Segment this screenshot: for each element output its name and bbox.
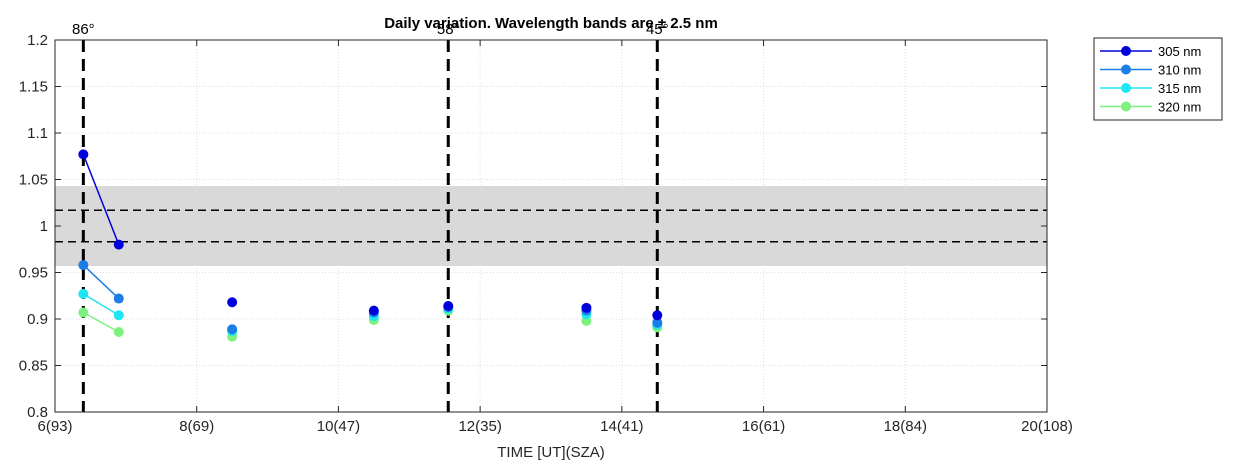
data-point: [78, 288, 89, 299]
data-point: [113, 293, 124, 304]
data-point: [652, 310, 663, 321]
legend-label: 320 nm: [1158, 100, 1201, 115]
vertical-marker-label-layer: 86° 58° 45°: [72, 21, 669, 38]
x-tick-label: 12(35): [458, 418, 501, 435]
data-point: [78, 149, 89, 160]
y-tick-label: 1.2: [27, 32, 48, 49]
x-tick-label: 18(84): [884, 418, 927, 435]
tick-layer: 6(93) 8(69) 10(47) 12(35) 14(41) 16(61) 18(84)…: [19, 32, 1073, 435]
dashed-hline-layer: [55, 209, 1047, 243]
y-tick-label: 1: [40, 218, 48, 235]
data-point: [113, 310, 124, 321]
series-layer: [78, 149, 663, 342]
series-line: [82, 293, 120, 316]
data-point: [443, 300, 454, 311]
vertical-marker-label: 86°: [72, 21, 95, 38]
vertical-marker-label: 58°: [437, 21, 460, 38]
legend-label: 315 nm: [1158, 81, 1201, 96]
data-point: [78, 307, 89, 318]
x-axis-label: TIME [UT](SZA): [497, 444, 605, 461]
y-tick-label: 1.1: [27, 125, 48, 142]
x-tick-label: 8(69): [179, 418, 214, 435]
data-point: [368, 305, 379, 316]
vertical-marker-layer: [81, 40, 659, 412]
x-tick-label: 10(47): [317, 418, 360, 435]
data-point: [652, 317, 663, 328]
legend-marker: [1121, 83, 1131, 93]
x-tick-label: 14(41): [600, 418, 643, 435]
data-point: [78, 260, 89, 271]
legend-marker: [1121, 101, 1131, 112]
data-point: [113, 327, 124, 338]
x-tick-label: 20(108): [1021, 418, 1073, 435]
series-305-nm: [78, 149, 663, 321]
data-point: [227, 324, 238, 335]
x-tick-label: 16(61): [742, 418, 785, 435]
legend-marker: [1121, 64, 1131, 75]
series-line: [82, 154, 120, 245]
legend-marker: [1121, 46, 1131, 56]
data-point: [227, 297, 238, 308]
series-line: [82, 311, 120, 333]
vertical-marker-label: 45°: [646, 21, 669, 38]
y-tick-label: 0.9: [27, 311, 48, 328]
y-tick-label: 1.15: [19, 79, 48, 96]
data-point: [113, 239, 124, 250]
y-tick-label: 0.95: [19, 265, 48, 282]
legend: 305 nm 310 nm 315 nm 320 nm: [1093, 37, 1223, 121]
y-tick-label: 0.85: [19, 358, 48, 375]
chart-title: Daily variation. Wavelength bands are ± …: [384, 15, 718, 32]
x-tick-label: 6(93): [37, 418, 72, 435]
legend-label: 310 nm: [1158, 63, 1201, 78]
legend-label: 305 nm: [1158, 44, 1201, 59]
series-line: [82, 264, 120, 300]
data-point: [581, 302, 592, 313]
y-tick-label: 1.05: [19, 172, 48, 189]
y-tick-label: 0.8: [27, 404, 48, 421]
